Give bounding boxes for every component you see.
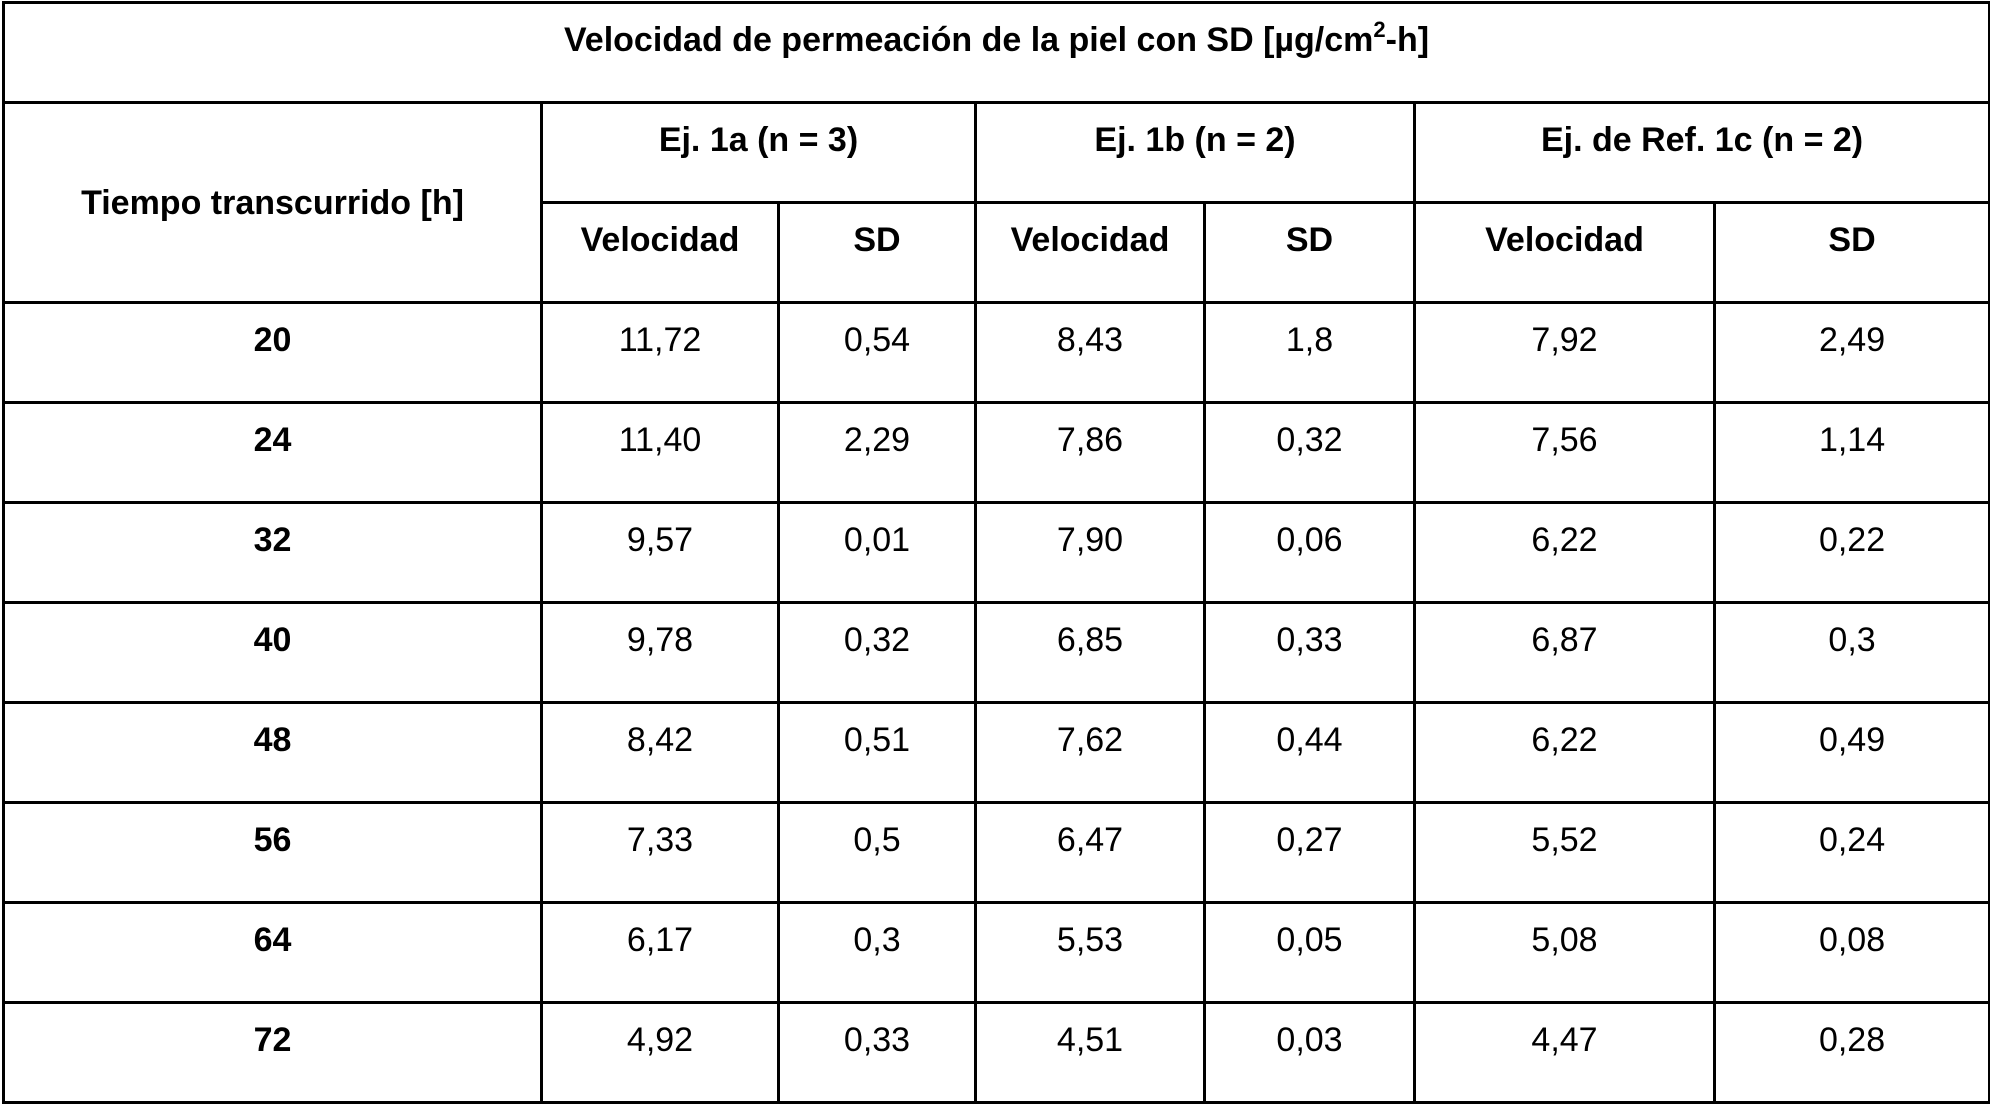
row-time-cell: 56 [2, 801, 543, 904]
table-row: 56 7,33 0,5 6,47 0,27 5,52 0,24 [2, 801, 1990, 904]
table-row: 20 11,72 0,54 8,43 1,8 7,92 2,49 [2, 301, 1990, 404]
table-cell: 4,92 [540, 1001, 780, 1104]
table-cell: 9,78 [540, 601, 780, 704]
table-cell: 5,53 [974, 901, 1206, 1004]
table-cell: 2,29 [777, 401, 977, 504]
row-time-cell: 48 [2, 701, 543, 804]
table-cell: 6,85 [974, 601, 1206, 704]
table-title-suffix: -h] [1385, 21, 1430, 59]
table-cell: 4,47 [1413, 1001, 1716, 1104]
table-cell: 0,32 [777, 601, 977, 704]
table-cell: 11,40 [540, 401, 780, 504]
table-row: 72 4,92 0,33 4,51 0,03 4,47 0,28 [2, 1001, 1990, 1104]
table-cell: 5,52 [1413, 801, 1716, 904]
table-title-text: Velocidad de permeación de la piel con S… [564, 21, 1374, 59]
table-row: 64 6,17 0,3 5,53 0,05 5,08 0,08 [2, 901, 1990, 1004]
table-cell: 11,72 [540, 301, 780, 404]
subheader-sd-1c: SD [1712, 201, 1990, 304]
table-cell: 6,87 [1413, 601, 1716, 704]
row-time-cell: 24 [2, 401, 543, 504]
table-cell: 8,43 [974, 301, 1206, 404]
table-cell: 7,92 [1413, 301, 1716, 404]
row-time-cell: 72 [2, 1001, 543, 1104]
table-cell: 0,54 [777, 301, 977, 404]
subheader-velocidad-1a: Velocidad [540, 201, 780, 304]
table-cell: 7,56 [1413, 401, 1716, 504]
table-title: Velocidad de permeación de la piel con S… [1, 1, 1990, 104]
table-cell: 0,27 [1203, 801, 1416, 904]
table-cell: 0,06 [1203, 501, 1416, 604]
table-cell: 8,42 [540, 701, 780, 804]
table-row: 40 9,78 0,32 6,85 0,33 6,87 0,3 [2, 601, 1990, 704]
table-cell: 0,32 [1203, 401, 1416, 504]
table-cell: 0,5 [777, 801, 977, 904]
table-cell: 0,33 [777, 1001, 977, 1104]
table-cell: 0,3 [777, 901, 977, 1004]
group-header-ej-ref-1c: Ej. de Ref. 1c (n = 2) [1412, 101, 1990, 204]
table-cell: 7,90 [974, 501, 1206, 604]
group-header-ej-1a: Ej. 1a (n = 3) [540, 101, 977, 204]
table-title-superscript: 2 [1373, 16, 1386, 42]
subheader-sd-1a: SD [777, 201, 977, 304]
table-row: 48 8,42 0,51 7,62 0,44 6,22 0,49 [2, 701, 1990, 804]
table-cell: 2,49 [1712, 301, 1990, 404]
group-header-ej-1b: Ej. 1b (n = 2) [974, 101, 1416, 204]
row-time-cell: 40 [2, 601, 543, 704]
table-cell: 9,57 [540, 501, 780, 604]
table-cell: 0,08 [1712, 901, 1990, 1004]
table-cell: 6,22 [1413, 501, 1716, 604]
table-row: 32 9,57 0,01 7,90 0,06 6,22 0,22 [2, 501, 1990, 604]
table-cell: 0,03 [1203, 1001, 1416, 1104]
table-cell: 7,86 [974, 401, 1206, 504]
subheader-velocidad-1c: Velocidad [1413, 201, 1716, 304]
subheader-sd-1b: SD [1203, 201, 1416, 304]
table-cell: 1,14 [1712, 401, 1990, 504]
row-header-elapsed-time: Tiempo transcurrido [h] [2, 101, 543, 304]
table-cell: 0,24 [1712, 801, 1990, 904]
subheader-velocidad-1b: Velocidad [974, 201, 1206, 304]
table-cell: 0,33 [1203, 601, 1416, 704]
table-cell: 0,3 [1712, 601, 1990, 704]
table-cell: 0,44 [1203, 701, 1416, 804]
table-cell: 0,22 [1712, 501, 1990, 604]
table-cell: 0,49 [1712, 701, 1990, 804]
table-cell: 0,01 [777, 501, 977, 604]
table-cell: 6,22 [1413, 701, 1716, 804]
table-cell: 0,51 [777, 701, 977, 804]
table-cell: 0,28 [1712, 1001, 1990, 1104]
table-cell: 7,62 [974, 701, 1206, 804]
table-row: 24 11,40 2,29 7,86 0,32 7,56 1,14 [2, 401, 1990, 504]
row-time-cell: 64 [2, 901, 543, 1004]
table-cell: 0,05 [1203, 901, 1416, 1004]
table-cell: 6,47 [974, 801, 1206, 904]
row-time-cell: 20 [2, 301, 543, 404]
table-cell: 5,08 [1413, 901, 1716, 1004]
table-cell: 7,33 [540, 801, 780, 904]
row-time-cell: 32 [2, 501, 543, 604]
table-cell: 1,8 [1203, 301, 1416, 404]
table-cell: 4,51 [974, 1001, 1206, 1104]
table-cell: 6,17 [540, 901, 780, 1004]
